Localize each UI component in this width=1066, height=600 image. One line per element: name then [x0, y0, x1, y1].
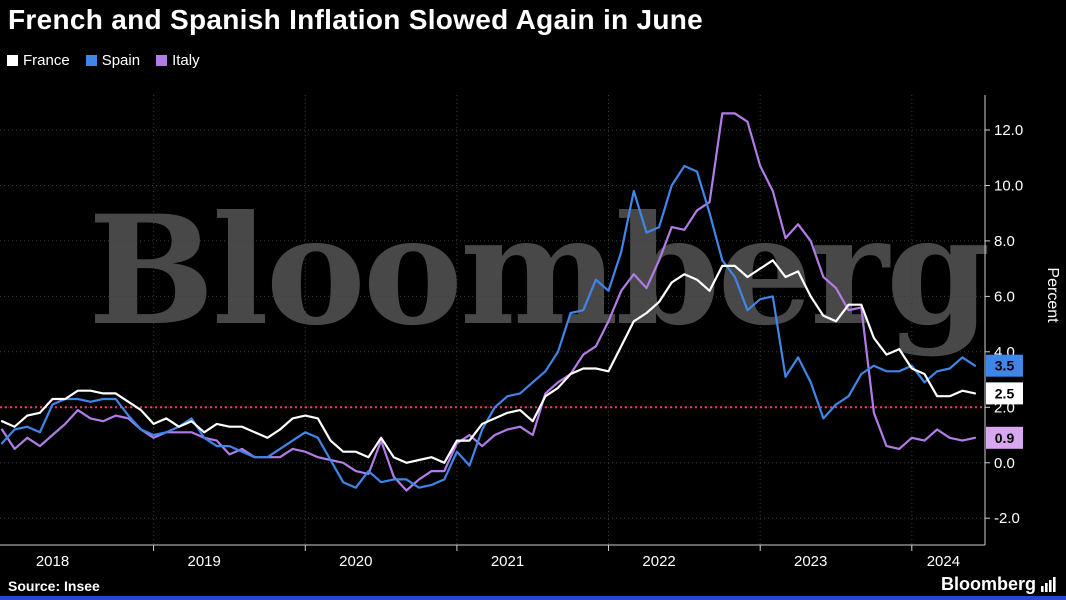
y-tick-label: 6.0 — [994, 288, 1015, 305]
legend-label-france: France — [23, 52, 70, 69]
source-label: Source: Insee — [8, 578, 100, 594]
x-tick-label: 2023 — [794, 553, 827, 570]
y-tick-label: 12.0 — [994, 122, 1023, 139]
bloomberg-logo-icon — [1041, 577, 1056, 592]
end-label-box-italy — [986, 426, 1023, 449]
bottom-strip — [0, 596, 1066, 600]
bloomberg-logo: Bloomberg — [941, 574, 1056, 595]
x-tick-label: 2021 — [491, 553, 524, 570]
x-tick-label: 2022 — [642, 553, 675, 570]
y-tick-label: 0.0 — [994, 455, 1015, 472]
end-label-spain: 3.5 — [995, 358, 1015, 374]
end-label-france: 2.5 — [995, 385, 1015, 401]
x-tick-label: 2019 — [188, 553, 221, 570]
end-label-italy: 0.9 — [995, 430, 1015, 446]
x-tick-label: 2024 — [927, 553, 960, 570]
y-tick-label: -2.0 — [994, 510, 1020, 527]
chart-title: French and Spanish Inflation Slowed Agai… — [8, 4, 704, 35]
end-label-box-spain — [986, 354, 1023, 377]
legend-swatch-france — [7, 55, 18, 66]
legend-item-italy: Italy — [156, 52, 200, 69]
y-tick-label: 8.0 — [994, 233, 1015, 250]
bloomberg-logo-text: Bloomberg — [940, 574, 1036, 594]
legend-item-france: France — [7, 52, 70, 69]
legend-swatch-italy — [156, 55, 168, 66]
y-axis-title: Percent — [1044, 267, 1061, 323]
legend-label-italy: Italy — [172, 52, 200, 69]
series-line-italy — [0, 112, 977, 492]
end-label-box-france — [986, 382, 1023, 405]
series-line-spain — [0, 164, 977, 489]
y-tick-label: 10.0 — [994, 178, 1023, 195]
x-tick-label: 2018 — [36, 553, 69, 570]
legend-swatch-spain — [85, 55, 97, 66]
legend-label-spain: Spain — [101, 52, 141, 69]
legend: France Spain Italy — [7, 52, 200, 69]
legend-item-spain: Spain — [85, 52, 141, 69]
series-line-france — [0, 259, 977, 464]
bloomberg-watermark: Bloomberg — [88, 183, 991, 359]
x-tick-label: 2020 — [339, 553, 372, 570]
